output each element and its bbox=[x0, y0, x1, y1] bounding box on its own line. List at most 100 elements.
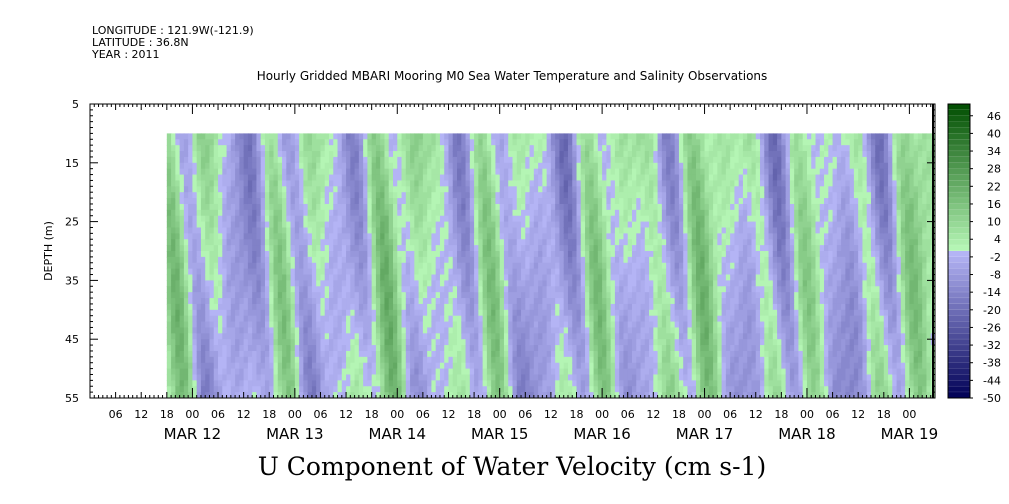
heatmap-cell bbox=[196, 162, 202, 170]
heatmap-cell bbox=[256, 162, 262, 170]
heatmap-cell bbox=[239, 239, 245, 246]
heatmap-cell bbox=[205, 151, 211, 158]
heatmap-cell bbox=[183, 174, 189, 182]
heatmap-cell bbox=[542, 327, 548, 334]
heatmap-cell bbox=[388, 268, 394, 276]
heatmap-cell bbox=[226, 321, 232, 329]
heatmap-cell bbox=[469, 356, 475, 364]
heatmap-cell bbox=[290, 262, 296, 270]
heatmap-cell bbox=[218, 215, 223, 223]
heatmap-cell bbox=[580, 274, 586, 281]
heatmap-cell bbox=[444, 309, 450, 317]
heatmap-cell bbox=[166, 303, 172, 311]
heatmap-cell bbox=[286, 221, 292, 229]
heatmap-cell bbox=[516, 162, 522, 170]
heatmap-cell bbox=[341, 251, 347, 258]
heatmap-cell bbox=[371, 262, 377, 270]
heatmap-cell bbox=[200, 198, 206, 205]
heatmap-cell bbox=[358, 162, 364, 170]
heatmap-cell bbox=[294, 156, 300, 164]
heatmap-cell bbox=[380, 151, 386, 158]
heatmap-cell bbox=[183, 151, 189, 158]
heatmap-cell bbox=[529, 209, 535, 217]
heatmap-cell bbox=[294, 339, 300, 346]
heatmap-cell bbox=[375, 268, 381, 276]
heatmap-cell bbox=[610, 350, 616, 358]
heatmap-cell bbox=[444, 156, 450, 164]
heatmap-cell bbox=[324, 339, 330, 346]
heatmap-cell bbox=[631, 203, 637, 211]
heatmap-cell bbox=[465, 392, 471, 398]
heatmap-cell bbox=[294, 374, 300, 381]
heatmap-cell bbox=[341, 309, 347, 317]
heatmap-cell bbox=[555, 233, 561, 240]
heatmap-cell bbox=[606, 298, 612, 305]
heatmap-cell bbox=[171, 151, 176, 158]
heatmap-cell bbox=[179, 133, 185, 140]
heatmap-cell bbox=[346, 262, 351, 270]
heatmap-cell bbox=[422, 145, 428, 152]
heatmap-cell bbox=[247, 386, 253, 393]
heatmap-cell bbox=[521, 274, 526, 281]
heatmap-cell bbox=[179, 198, 185, 205]
heatmap-cell bbox=[324, 180, 330, 187]
heatmap-cell bbox=[256, 374, 262, 381]
heatmap-cell bbox=[512, 174, 518, 182]
heatmap-cell bbox=[538, 256, 543, 264]
latitude-label: LATITUDE : 36.8N bbox=[92, 36, 189, 49]
heatmap-cell bbox=[230, 221, 236, 229]
heatmap-cell bbox=[512, 186, 518, 193]
heatmap-cell bbox=[367, 380, 373, 387]
heatmap-cell bbox=[273, 280, 279, 287]
heatmap-cell bbox=[264, 321, 270, 329]
heatmap-cell bbox=[602, 256, 607, 264]
heatmap-cell bbox=[435, 280, 441, 287]
heatmap-cell bbox=[512, 298, 518, 305]
heatmap-cell bbox=[529, 356, 535, 364]
heatmap-cell bbox=[307, 268, 313, 276]
heatmap-cell bbox=[260, 198, 266, 205]
heatmap-cell bbox=[418, 386, 424, 393]
heatmap-cell bbox=[422, 215, 428, 223]
heatmap-cell bbox=[239, 380, 245, 387]
heatmap-cell bbox=[277, 262, 283, 270]
heatmap-cell bbox=[602, 303, 607, 311]
heatmap-cell bbox=[461, 245, 467, 252]
heatmap-cell bbox=[597, 180, 603, 187]
heatmap-cell bbox=[482, 339, 488, 346]
heatmap-cell bbox=[550, 221, 556, 229]
heatmap-cell bbox=[183, 203, 189, 211]
heatmap-cell bbox=[572, 245, 578, 252]
heatmap-cell bbox=[585, 362, 590, 370]
heatmap-cell bbox=[277, 333, 283, 340]
heatmap-cell bbox=[183, 145, 189, 152]
heatmap-cell bbox=[486, 298, 492, 305]
heatmap-cell bbox=[585, 350, 590, 358]
heatmap-cell bbox=[213, 321, 219, 329]
heatmap-cell bbox=[627, 321, 633, 329]
heatmap-cell bbox=[380, 133, 386, 140]
heatmap-cell bbox=[286, 345, 292, 352]
heatmap-cell bbox=[367, 251, 373, 258]
heatmap-cell bbox=[602, 168, 607, 176]
heatmap-cell bbox=[563, 198, 569, 205]
heatmap-cell bbox=[546, 315, 552, 323]
heatmap-cell bbox=[627, 362, 633, 370]
heatmap-cell bbox=[435, 180, 441, 187]
heatmap-cell bbox=[431, 209, 437, 217]
heatmap-cell bbox=[354, 380, 360, 387]
heatmap-cell bbox=[375, 215, 381, 223]
heatmap-cell bbox=[175, 180, 181, 187]
heatmap-cell bbox=[482, 356, 488, 364]
heatmap-cell bbox=[282, 215, 287, 223]
heatmap-cell bbox=[606, 392, 612, 398]
heatmap-cell bbox=[572, 162, 578, 170]
heatmap-cell bbox=[448, 251, 454, 258]
heatmap-cell bbox=[444, 286, 450, 293]
heatmap-cell bbox=[439, 298, 445, 305]
heatmap-cell bbox=[375, 139, 381, 146]
heatmap-cell bbox=[631, 380, 637, 387]
heatmap-cell bbox=[593, 145, 599, 152]
heatmap-cell bbox=[516, 339, 522, 346]
heatmap-cell bbox=[166, 262, 172, 270]
